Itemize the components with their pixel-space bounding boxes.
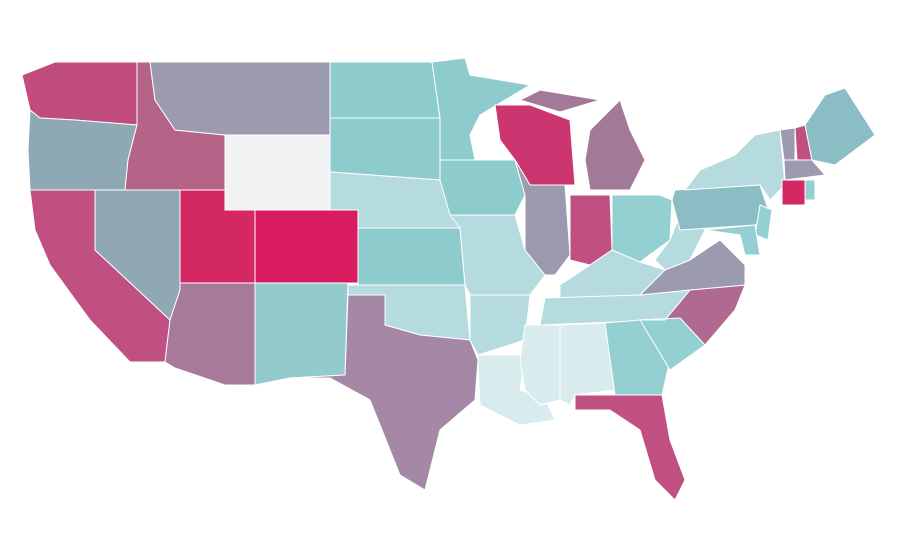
- region: [439, 159, 526, 216]
- region: [289, 294, 479, 491]
- region: [519, 89, 601, 113]
- region: [704, 224, 761, 256]
- region: [254, 282, 349, 386]
- region: [254, 209, 359, 284]
- region: [164, 282, 256, 386]
- region: [329, 61, 441, 119]
- region: [21, 61, 138, 126]
- region: [514, 159, 571, 276]
- region: [783, 159, 826, 181]
- region: [469, 294, 531, 356]
- region: [574, 394, 686, 501]
- region: [224, 134, 331, 211]
- region: [329, 117, 441, 181]
- region: [357, 227, 466, 286]
- region: [671, 184, 771, 231]
- region: [431, 57, 531, 161]
- region: [781, 179, 806, 206]
- region: [584, 99, 646, 191]
- region: [804, 87, 876, 166]
- region: [149, 61, 331, 136]
- region: [804, 179, 816, 201]
- region: [754, 204, 773, 241]
